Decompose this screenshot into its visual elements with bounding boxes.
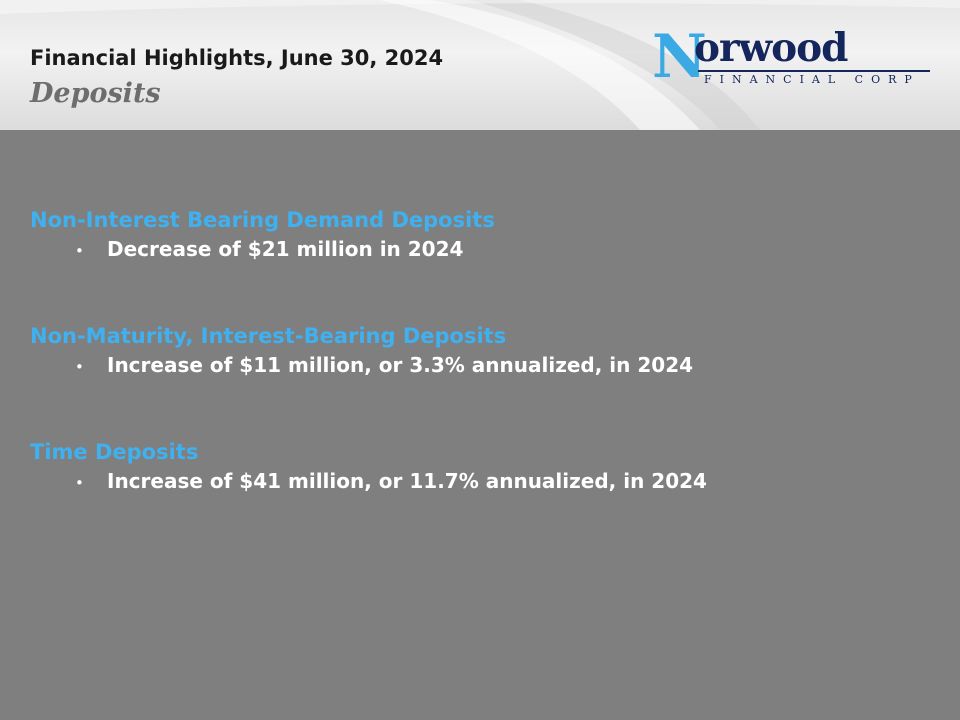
bullet-text: Decrease of $21 million in 2024: [107, 237, 464, 261]
section-time-deposits: Time Deposits • Increase of $41 million,…: [30, 438, 930, 554]
section-non-interest-bearing: Non-Interest Bearing Demand Deposits • D…: [30, 206, 930, 322]
norwood-logo: N orwood FINANCIAL CORP: [652, 24, 934, 92]
page-title: Financial Highlights, June 30, 2024: [30, 46, 444, 70]
bullet-item: • Increase of $41 million, or 11.7% annu…: [75, 468, 930, 494]
section-heading: Time Deposits: [30, 440, 199, 464]
bullet-dot-icon: •: [75, 242, 84, 260]
page-subtitle: Deposits: [30, 78, 161, 109]
header-swoosh-decoration: [0, 0, 960, 130]
content-area: Non-Interest Bearing Demand Deposits • D…: [30, 206, 930, 554]
logo-tagline: FINANCIAL CORP: [704, 73, 920, 86]
header-band: Financial Highlights, June 30, 2024 Depo…: [0, 0, 960, 130]
bullet-dot-icon: •: [75, 474, 84, 492]
bullet-text: Increase of $11 million, or 3.3% annuali…: [107, 353, 694, 377]
logo-wordmark: orwood: [694, 25, 848, 71]
logo-initial: N: [652, 22, 707, 92]
bullet-item: • Increase of $11 million, or 3.3% annua…: [75, 352, 930, 378]
logo-rule: [698, 70, 930, 72]
bullet-item: • Decrease of $21 million in 2024: [75, 236, 930, 262]
bullet-dot-icon: •: [75, 358, 84, 376]
bullet-text: Increase of $41 million, or 11.7% annual…: [107, 469, 707, 493]
section-non-maturity: Non-Maturity, Interest-Bearing Deposits …: [30, 322, 930, 438]
section-heading: Non-Interest Bearing Demand Deposits: [30, 208, 495, 232]
section-heading: Non-Maturity, Interest-Bearing Deposits: [30, 324, 507, 348]
